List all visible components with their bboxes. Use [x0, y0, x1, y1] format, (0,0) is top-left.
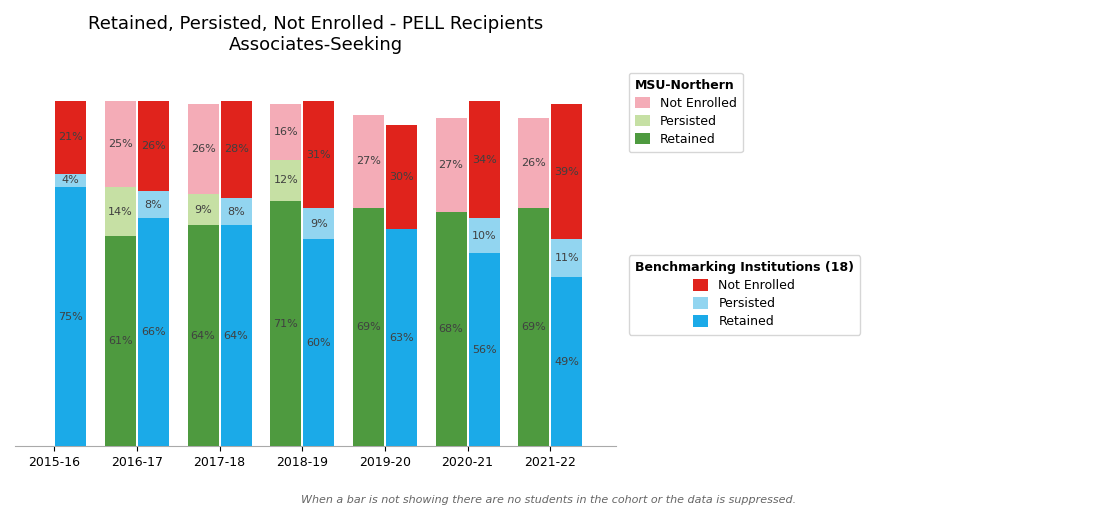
Bar — [552, 105, 583, 239]
Bar — [138, 191, 169, 218]
Text: 31%: 31% — [306, 149, 331, 160]
Bar — [353, 208, 384, 447]
Bar — [468, 253, 499, 447]
Bar — [436, 212, 466, 447]
Text: 8%: 8% — [145, 200, 162, 210]
Bar — [55, 187, 87, 447]
Text: 25%: 25% — [108, 139, 133, 149]
Bar — [386, 125, 417, 229]
Bar — [105, 187, 136, 236]
Bar — [386, 229, 417, 447]
Bar — [188, 226, 218, 447]
Bar — [518, 118, 550, 208]
Text: 34%: 34% — [472, 154, 497, 165]
Text: 69%: 69% — [357, 322, 381, 332]
Text: 12%: 12% — [273, 176, 298, 185]
Bar — [468, 101, 499, 218]
Text: 27%: 27% — [439, 160, 463, 170]
Text: When a bar is not showing there are no students in the cohort or the data is sup: When a bar is not showing there are no s… — [301, 495, 796, 505]
Bar — [105, 101, 136, 187]
Text: 26%: 26% — [521, 158, 546, 168]
Text: 16%: 16% — [273, 127, 298, 137]
Text: 61%: 61% — [109, 336, 133, 346]
Bar — [270, 201, 302, 447]
Bar — [436, 118, 466, 212]
Text: 21%: 21% — [58, 132, 83, 142]
Text: 11%: 11% — [554, 253, 579, 263]
Bar — [353, 115, 384, 208]
Bar — [270, 105, 302, 160]
Bar — [138, 101, 169, 191]
Text: 68%: 68% — [439, 324, 463, 334]
Bar — [518, 208, 550, 447]
Text: 64%: 64% — [224, 331, 249, 341]
Bar — [552, 239, 583, 277]
Text: 10%: 10% — [472, 231, 497, 241]
Bar — [270, 160, 302, 201]
Bar — [138, 218, 169, 447]
Bar — [552, 277, 583, 447]
Bar — [55, 174, 87, 187]
Text: 28%: 28% — [224, 144, 249, 154]
Bar — [303, 208, 335, 239]
Legend: Not Enrolled, Persisted, Retained: Not Enrolled, Persisted, Retained — [629, 255, 860, 335]
Text: 66%: 66% — [142, 328, 166, 337]
Text: 60%: 60% — [306, 338, 331, 348]
Text: 27%: 27% — [355, 157, 381, 166]
Title: Retained, Persisted, Not Enrolled - PELL Recipients
Associates-Seeking: Retained, Persisted, Not Enrolled - PELL… — [88, 15, 543, 54]
Bar — [105, 236, 136, 447]
Text: 63%: 63% — [389, 333, 414, 342]
Bar — [303, 101, 335, 208]
Text: 4%: 4% — [61, 176, 80, 185]
Bar — [188, 194, 218, 226]
Bar — [303, 239, 335, 447]
Text: 26%: 26% — [142, 141, 166, 151]
Text: 56%: 56% — [472, 345, 497, 355]
Text: 69%: 69% — [521, 322, 546, 332]
Bar — [55, 101, 87, 174]
Text: 8%: 8% — [227, 207, 245, 216]
Bar — [220, 226, 251, 447]
Text: 75%: 75% — [58, 312, 83, 322]
Text: 14%: 14% — [108, 207, 133, 216]
Bar — [220, 198, 251, 226]
Text: 9%: 9% — [194, 205, 212, 215]
Text: 64%: 64% — [191, 331, 215, 341]
Text: 30%: 30% — [389, 172, 414, 182]
Bar — [468, 218, 499, 253]
Text: 71%: 71% — [273, 319, 298, 329]
Text: 49%: 49% — [554, 357, 579, 367]
Text: 9%: 9% — [309, 218, 328, 229]
Bar — [220, 101, 251, 198]
Text: 26%: 26% — [191, 144, 215, 154]
Text: 39%: 39% — [554, 167, 579, 177]
Bar — [188, 105, 218, 194]
